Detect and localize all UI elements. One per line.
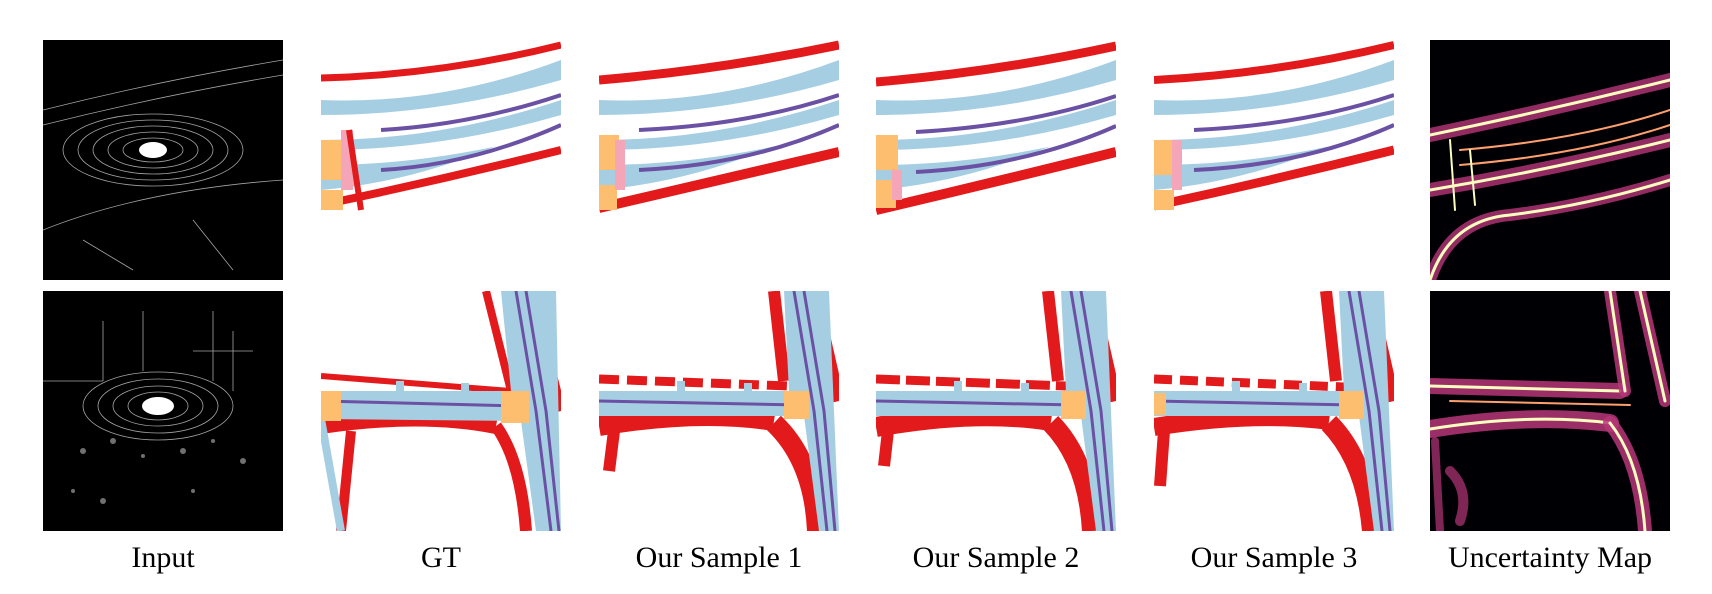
gt-map-row1 [321, 40, 561, 280]
caption-sample-2: Our Sample 2 [912, 541, 1080, 574]
sample3-map-row2 [1154, 291, 1394, 531]
sample1-map-row2 [599, 291, 839, 531]
sample2-map-row1 [876, 40, 1116, 280]
input-lidar-image-row1 [43, 40, 283, 280]
caption-sample-3: Our Sample 3 [1190, 541, 1358, 574]
input-lidar-image-row2 [43, 291, 283, 531]
gt-map-row2 [321, 291, 561, 531]
caption-input: Input [131, 541, 195, 574]
uncertainty-map-row2 [1430, 291, 1670, 531]
sample3-map-row1 [1154, 40, 1394, 280]
sample1-map-row1 [599, 40, 839, 280]
caption-sample-1: Our Sample 1 [635, 541, 803, 574]
uncertainty-map-row1 [1430, 40, 1670, 280]
caption-gt: GT [421, 541, 461, 574]
sample2-map-row2 [876, 291, 1116, 531]
caption-uncertainty-map: Uncertainty Map [1447, 541, 1653, 574]
